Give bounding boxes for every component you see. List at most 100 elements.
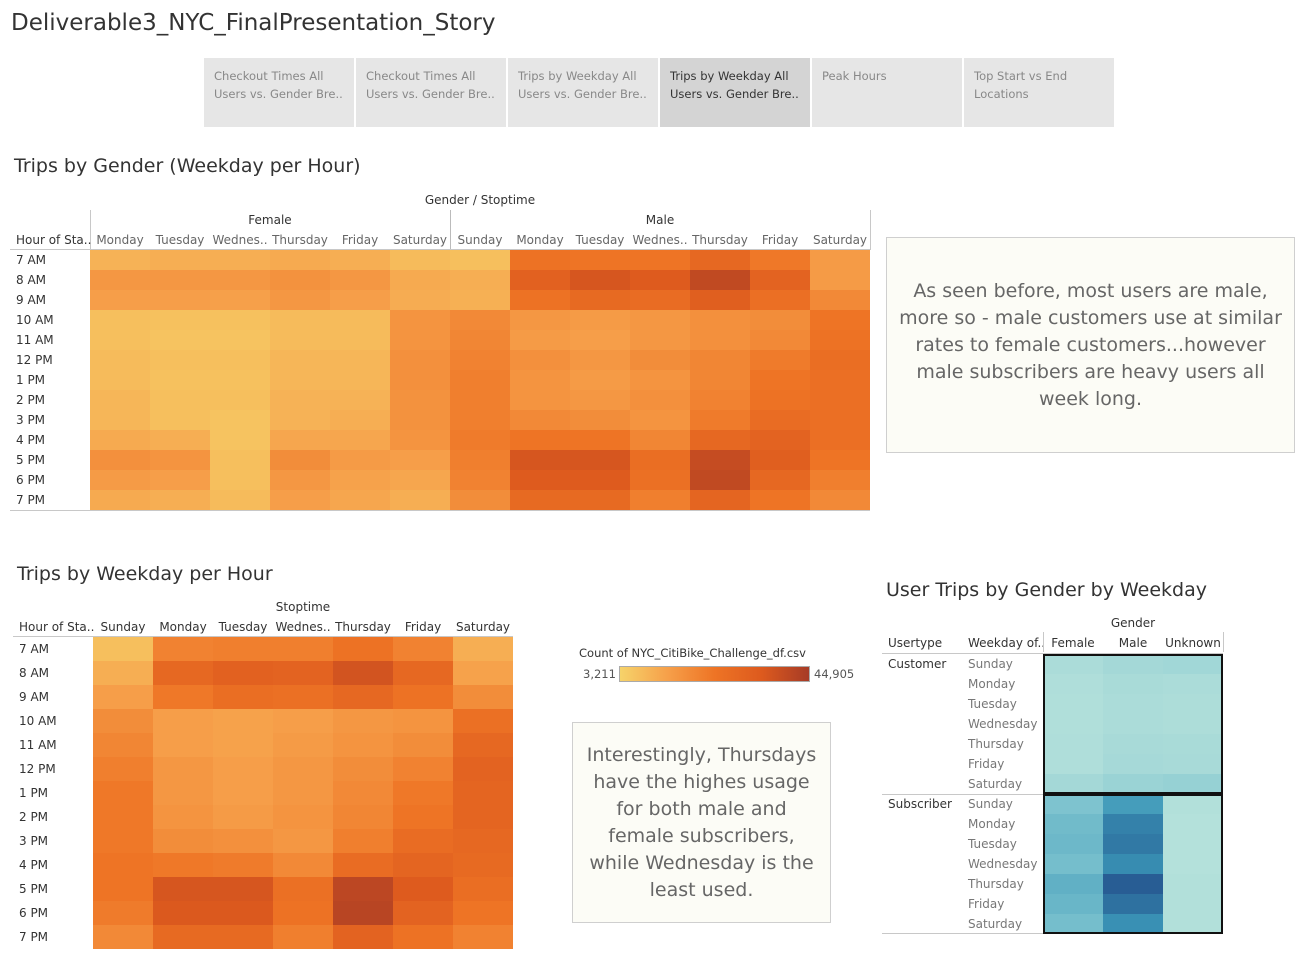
heatmap-cell: [150, 270, 210, 290]
heatmap-cell: [93, 733, 153, 757]
user-trips-title: User Trips by Gender by Weekday: [886, 579, 1207, 601]
heatmap-cell: [273, 685, 333, 709]
heatmap-cell: [1163, 674, 1223, 694]
heatmap-cell: [570, 430, 630, 450]
weekday-sunday: Sunday: [968, 797, 1013, 811]
heatmap-cell: [153, 781, 213, 805]
heatmap-cell: [1103, 654, 1163, 674]
gender-group-male: Male: [645, 213, 675, 227]
heatmap-cell: [213, 829, 273, 853]
heatmap-cell: [450, 410, 510, 430]
story-tab-5[interactable]: Peak Hours: [812, 58, 962, 127]
column-header-wednes: Wednes..: [275, 620, 331, 634]
grid-line: [870, 210, 871, 250]
column-header-female-tuesday: Tuesday: [155, 233, 205, 247]
heatmap-cell: [750, 290, 810, 310]
heatmap-cell: [390, 350, 450, 370]
row-header-4pm: 4 PM: [16, 433, 46, 447]
heatmap-cell: [1163, 694, 1223, 714]
heatmap-cell: [750, 410, 810, 430]
gender-heatmap-header: Gender / Stoptime: [424, 193, 536, 207]
story-tab-6[interactable]: Top Start vs End Locations: [964, 58, 1114, 127]
heatmap-cell: [210, 470, 270, 490]
legend-max-label: 44,905: [814, 667, 855, 681]
heatmap-cell: [93, 685, 153, 709]
weekday-wednesday: Wednesday: [968, 717, 1038, 731]
heatmap-cell: [153, 805, 213, 829]
story-tab-2[interactable]: Checkout Times All Users vs. Gender Bre..: [356, 58, 506, 127]
heatmap-cell: [453, 661, 513, 685]
heatmap-cell: [453, 805, 513, 829]
story-tab-line1: Trips by Weekday All: [670, 69, 789, 83]
heatmap-cell: [750, 450, 810, 470]
column-header-unknown: Unknown: [1165, 636, 1221, 650]
heatmap-cell: [393, 685, 453, 709]
heatmap-cell: [390, 410, 450, 430]
column-header-male-wednes: Wednes..: [632, 233, 688, 247]
heatmap-cell: [690, 270, 750, 290]
row-header-2pm: 2 PM: [16, 393, 46, 407]
heatmap-cell: [750, 250, 810, 270]
heatmap-cell: [90, 390, 150, 410]
heatmap-cell: [150, 470, 210, 490]
heatmap-cell: [510, 490, 570, 510]
heatmap-cell: [213, 805, 273, 829]
heatmap-cell: [630, 470, 690, 490]
story-tab-line2: Users vs. Gender Bre..: [366, 87, 495, 101]
heatmap-cell: [1043, 714, 1103, 734]
heatmap-cell: [570, 270, 630, 290]
heatmap-cell: [1043, 854, 1103, 874]
story-tab-1[interactable]: Checkout Times All Users vs. Gender Bre..: [204, 58, 354, 127]
row-header-11am: 11 AM: [16, 333, 54, 347]
weekday-monday: Monday: [968, 677, 1016, 691]
heatmap-cell: [450, 350, 510, 370]
heatmap-cell: [450, 290, 510, 310]
heatmap-cell: [270, 470, 330, 490]
heatmap-cell: [333, 853, 393, 877]
story-tab-line1: Top Start vs End: [974, 69, 1068, 83]
heatmap-cell: [510, 410, 570, 430]
weekday-thursday: Thursday: [968, 737, 1024, 751]
story-tab-line1: Checkout Times All: [214, 69, 324, 83]
heatmap-cell: [333, 637, 393, 661]
heatmap-cell: [90, 270, 150, 290]
story-tab-3[interactable]: Trips by Weekday All Users vs. Gender Bre…: [508, 58, 658, 127]
story-tab-4[interactable]: Trips by Weekday All Users vs. Gender Bre…: [660, 58, 810, 127]
grid-line: [1223, 632, 1224, 652]
heatmap-cell: [1163, 734, 1223, 754]
heatmap-cell: [630, 330, 690, 350]
heatmap-cell: [330, 410, 390, 430]
heatmap-cell: [810, 410, 870, 430]
heatmap-cell: [90, 450, 150, 470]
heatmap-cell: [570, 470, 630, 490]
heatmap-cell: [1163, 914, 1223, 934]
heatmap-cell: [810, 450, 870, 470]
column-header-female-thursday: Thursday: [272, 233, 328, 247]
grid-line: [10, 510, 870, 511]
heatmap-cell: [1103, 854, 1163, 874]
column-header-male: Male: [1118, 636, 1148, 650]
heatmap-cell: [153, 661, 213, 685]
heatmap-cell: [1163, 774, 1223, 794]
heatmap-cell: [390, 330, 450, 350]
heatmap-cell: [453, 925, 513, 949]
heatmap-cell: [810, 310, 870, 330]
story-tab-line2: Users vs. Gender Bre..: [518, 87, 647, 101]
heatmap-cell: [453, 685, 513, 709]
heatmap-cell: [150, 330, 210, 350]
heatmap-cell: [1103, 794, 1163, 814]
heatmap-cell: [453, 733, 513, 757]
heatmap-cell: [210, 410, 270, 430]
heatmap-cell: [390, 250, 450, 270]
heatmap-cell: [93, 901, 153, 925]
heatmap-cell: [213, 901, 273, 925]
heatmap-cell: [1103, 774, 1163, 794]
thursday-note: Interestingly, Thursdays have the highes…: [572, 722, 831, 923]
heatmap-cell: [153, 637, 213, 661]
story-tab-line2: Locations: [974, 87, 1029, 101]
heatmap-cell: [150, 350, 210, 370]
heatmap-cell: [810, 430, 870, 450]
heatmap-cell: [1163, 754, 1223, 774]
heatmap-cell: [270, 310, 330, 330]
heatmap-cell: [153, 877, 213, 901]
